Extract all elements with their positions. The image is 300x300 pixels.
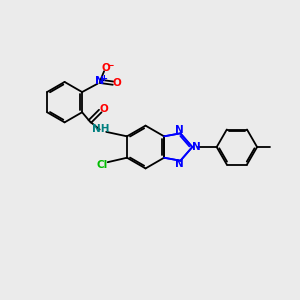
Text: NH: NH	[92, 124, 110, 134]
Text: N: N	[191, 142, 200, 152]
Text: Cl: Cl	[96, 160, 107, 170]
Text: O: O	[100, 104, 108, 114]
Text: −: −	[106, 61, 113, 70]
Text: N: N	[175, 125, 184, 135]
Text: N: N	[95, 76, 105, 86]
Text: N: N	[175, 159, 184, 169]
Text: O: O	[112, 77, 121, 88]
Text: +: +	[100, 74, 108, 83]
Text: O: O	[101, 63, 110, 73]
